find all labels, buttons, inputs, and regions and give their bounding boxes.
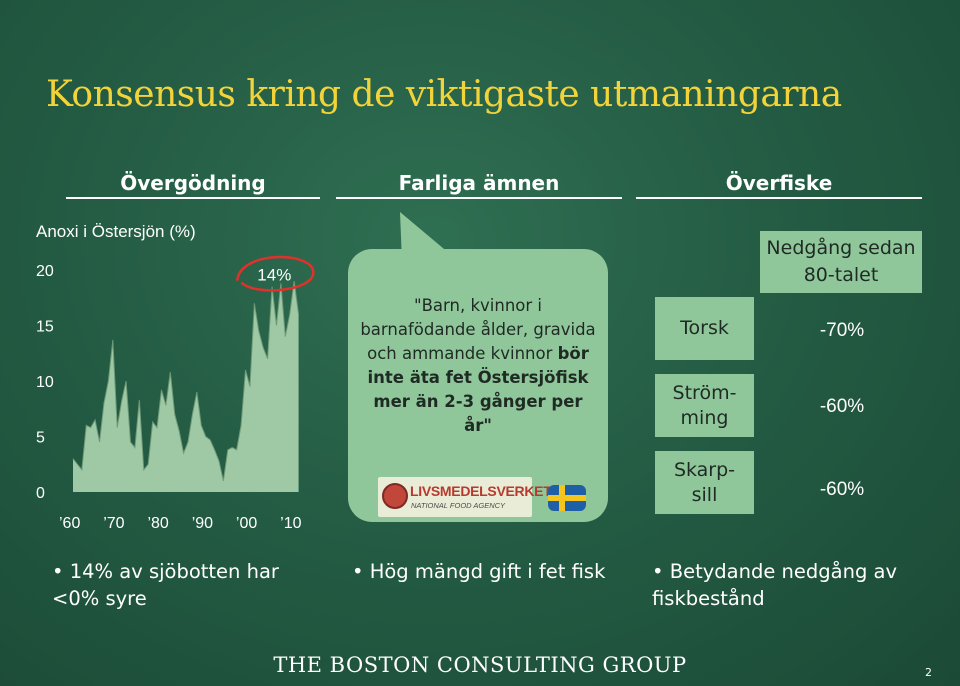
annotation-label: 14% [257, 266, 291, 285]
x-tick-label: ’60 [59, 515, 80, 532]
column-heading-eutrophication: Övergödning [66, 171, 320, 199]
x-tick-label: ’80 [147, 515, 168, 532]
food-agency-quote: "Barn, kvinnor i barnafödande ålder, gra… [358, 294, 598, 438]
decline-value-herring: -60% [819, 396, 865, 417]
fish-label-herring: Ström- ming [655, 374, 754, 437]
x-tick-label: ’10 [280, 515, 301, 532]
chart-caption: Anoxi i Östersjön (%) [36, 222, 196, 241]
bullet-dot: • [352, 560, 364, 583]
page-number: 2 [925, 666, 932, 679]
page-title: Konsensus kring de viktigaste utmaningar… [46, 74, 842, 115]
speech-bubble [348, 249, 608, 522]
decline-value-cod: -70% [819, 320, 865, 341]
column-heading-overfishing: Överfiske [636, 171, 922, 199]
bullet-eutrophication: • 14% av sjöbotten har <0% syre [52, 558, 322, 612]
y-tick-label: 0 [36, 485, 45, 502]
fish-label-cod: Torsk [655, 297, 754, 360]
quote-emphasis: bör inte äta fet Östersjöfisk mer än 2-3… [367, 344, 589, 435]
livsmedelsverket-logo: LIVSMEDELSVERKET NATIONAL FOOD AGENCY [378, 477, 552, 517]
y-tick-label: 20 [36, 263, 54, 280]
logo-mark-icon [382, 483, 408, 509]
column-heading-hazardous-substances: Farliga ämnen [336, 171, 622, 199]
bullet-text: Hög mängd gift i fet fisk [369, 560, 606, 583]
anoxia-chart: 0 5 10 15 20 ’60 ’70 ’80 ’90 ’00 ’10 14% [36, 255, 315, 532]
logo-subtitle: NATIONAL FOOD AGENCY [411, 501, 506, 510]
decline-header: Nedgång sedan 80-talet [760, 231, 922, 293]
annotation-circle [236, 255, 315, 292]
x-tick-label: ’90 [192, 515, 213, 532]
bullet-dot: • [52, 560, 64, 583]
bullet-text: Betydande nedgång av fiskbestånd [652, 560, 898, 610]
bcg-logo: THE BOSTON CONSULTING GROUP [273, 653, 687, 677]
y-tick-label: 5 [36, 430, 45, 447]
fish-label-sprat: Skarp- sill [655, 451, 754, 514]
bullet-hazardous: • Hög mängd gift i fet fisk [352, 558, 642, 585]
anoxia-area [73, 281, 299, 492]
bullet-overfishing: • Betydande nedgång av fiskbestånd [652, 558, 932, 612]
x-tick-label: ’00 [236, 515, 257, 532]
swedish-flag-icon [548, 485, 586, 511]
bullet-text: 14% av sjöbotten har <0% syre [52, 560, 279, 610]
x-tick-label: ’70 [103, 515, 124, 532]
y-tick-label: 15 [36, 319, 54, 336]
y-tick-label: 10 [36, 374, 54, 391]
anoxia-line [72, 281, 300, 482]
decline-value-sprat: -60% [819, 479, 865, 500]
bullet-dot: • [652, 560, 664, 583]
quote-text: "Barn, kvinnor i barnafödande ålder, gra… [360, 296, 596, 363]
logo-name: LIVSMEDELSVERKET [410, 483, 552, 499]
